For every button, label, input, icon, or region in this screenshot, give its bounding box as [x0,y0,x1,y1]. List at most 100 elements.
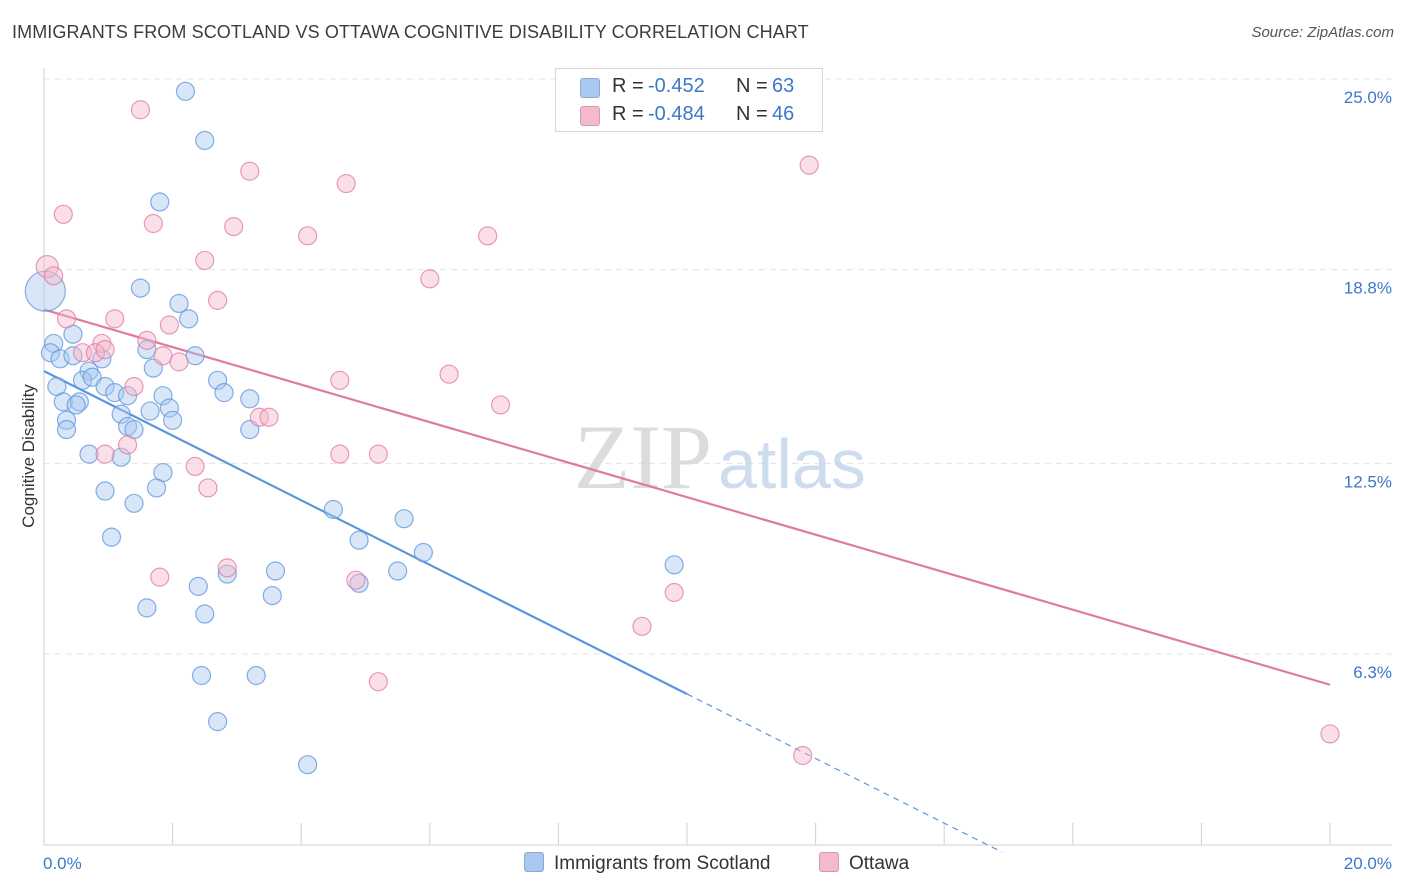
data-point [413,542,433,563]
stats-legend-row-ottawa: R = -0.484 N = 46 [556,101,822,129]
x-tick-label: 0.0% [43,854,82,873]
y-tick-label: 25.0% [1344,88,1392,107]
data-point [111,404,131,424]
data-point [105,309,125,329]
data-point [208,370,228,390]
watermark: ZIP atlas [574,406,866,508]
data-point [101,527,122,547]
legend-item-ottawa: Ottawa [819,852,909,875]
data-point [349,573,369,593]
data-point [336,173,356,194]
data-point [95,376,115,397]
data-point [208,290,228,310]
trend-line-extension [686,693,1003,853]
legend-swatch [580,78,600,98]
data-point [346,570,366,590]
data-point [249,407,270,427]
data-point [185,456,205,477]
stats-legend: R = -0.452 N = 63 R = -0.484 N = 46 [555,68,823,132]
data-point [95,339,115,360]
data-point [169,352,189,372]
watermark-atlas: atlas [718,425,866,503]
data-point [44,266,64,286]
data-point [195,604,215,624]
data-point [265,561,286,581]
data-point [368,444,388,464]
data-point [56,309,77,329]
x-tick-label: 20.0% [1344,854,1392,873]
data-point [143,213,163,234]
n-value: 46 [772,103,795,125]
data-point [208,712,228,732]
data-point [259,407,279,427]
watermark-zip: ZIP [574,406,712,508]
r-value: -0.452 [648,75,705,97]
data-point [169,293,189,314]
y-tick-label: 12.5% [1344,472,1392,491]
data-point [188,576,208,596]
data-point [793,745,813,766]
data-point [217,564,237,584]
legend-swatch [819,852,839,872]
data-point [146,478,167,498]
data-point [150,192,170,212]
data-point [664,555,684,575]
data-point [95,481,115,501]
data-point [117,435,138,455]
n-label: N = [736,75,768,97]
grid-lines [44,78,1392,655]
data-point [388,561,408,581]
data-point [368,672,388,692]
axes [43,68,1392,846]
data-point [56,419,77,440]
legend-swatch [580,106,600,126]
data-point [478,226,498,246]
data-point [298,755,318,775]
data-point [349,530,369,550]
data-point [66,395,86,415]
n-label: N = [736,103,768,125]
data-point [262,585,282,606]
data-point [153,386,173,406]
chart-source: Source: ZipAtlas.com [1251,24,1394,41]
data-point [130,278,151,298]
data-point [130,100,151,120]
data-point [632,616,652,636]
r-value: -0.484 [648,103,705,125]
data-point [195,250,215,271]
data-point [195,130,215,151]
data-point [185,346,205,366]
data-point [53,204,73,224]
trend-line [43,370,688,695]
legend-item-scotland: Immigrants from Scotland [524,852,770,875]
data-point [153,346,173,366]
data-point [664,582,684,603]
data-point [40,343,61,363]
data-point [159,398,179,418]
data-point [124,493,144,513]
stats-legend-row-scotland: R = -0.452 N = 63 [556,73,822,101]
data-point [95,444,115,464]
data-point [124,376,144,397]
data-point [69,392,89,412]
data-point [140,401,160,421]
data-point [394,509,414,529]
data-point [330,444,350,464]
y-tick-label: 18.8% [1344,279,1392,298]
data-point [35,254,59,279]
chart-title: IMMIGRANTS FROM SCOTLAND VS OTTAWA COGNI… [12,22,809,42]
data-points [24,81,1340,775]
data-point [217,558,237,578]
data-point [240,389,260,409]
r-label: R = [612,103,644,125]
data-point [191,665,212,686]
y-axis-label: Cognitive Disability [19,384,38,528]
data-point [1320,724,1340,744]
data-point [179,309,199,329]
legend-swatch [524,852,544,872]
data-point [240,161,260,181]
data-point [214,383,234,403]
n-value: 63 [772,75,795,97]
data-point [198,478,218,498]
